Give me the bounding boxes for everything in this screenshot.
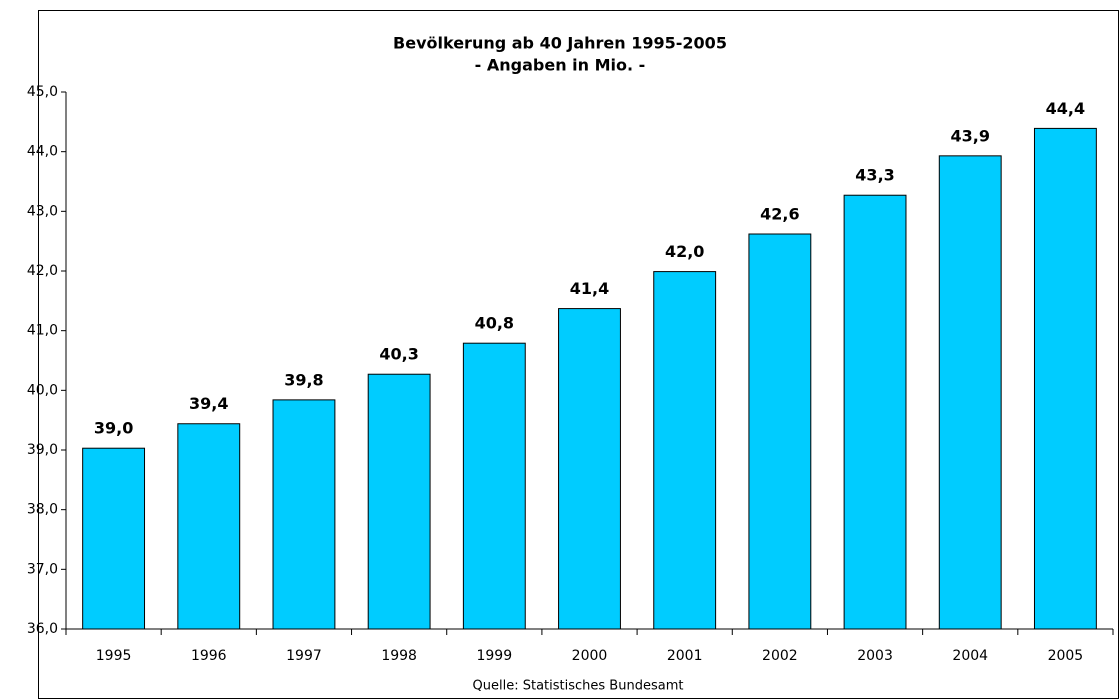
y-tick-label: 40,0 bbox=[27, 382, 58, 398]
y-tick-label: 39,0 bbox=[27, 442, 58, 458]
y-tick-label: 37,0 bbox=[27, 561, 58, 577]
bar bbox=[748, 233, 812, 630]
source-note: Quelle: Statistisches Bundesamt bbox=[473, 679, 684, 694]
y-tick-label: 42,0 bbox=[27, 263, 58, 279]
x-tick-label: 2004 bbox=[952, 648, 988, 664]
x-tick-label: 1996 bbox=[191, 648, 227, 664]
y-tick-label: 38,0 bbox=[27, 502, 58, 518]
x-tick-label: 2002 bbox=[762, 648, 798, 664]
data-label: 42,0 bbox=[665, 242, 704, 261]
y-tick-label: 36,0 bbox=[27, 621, 58, 637]
data-label: 42,6 bbox=[760, 205, 799, 224]
x-tick-label: 2000 bbox=[572, 648, 608, 664]
data-label: 44,4 bbox=[1046, 99, 1085, 118]
y-tick-label: 45,0 bbox=[27, 84, 58, 100]
chart-title: Bevölkerung ab 40 Jahren 1995-2005 bbox=[393, 34, 727, 53]
x-tick-label: 1999 bbox=[476, 648, 512, 664]
bar bbox=[653, 271, 717, 630]
data-label: 43,3 bbox=[855, 166, 894, 185]
x-tick-label: 1997 bbox=[286, 648, 322, 664]
bar bbox=[558, 308, 621, 630]
bar bbox=[367, 373, 431, 630]
bar bbox=[938, 155, 1002, 630]
bar bbox=[1033, 127, 1097, 630]
x-tick-label: 2001 bbox=[667, 648, 703, 664]
x-tick-label: 1998 bbox=[381, 648, 417, 664]
y-tick-label: 44,0 bbox=[27, 144, 58, 160]
x-tick-label: 1995 bbox=[96, 648, 132, 664]
bar bbox=[462, 342, 526, 630]
data-label: 43,9 bbox=[950, 126, 989, 145]
bar bbox=[843, 194, 907, 630]
chart-subtitle: - Angaben in Mio. - bbox=[475, 56, 646, 75]
bar bbox=[82, 447, 146, 630]
x-tick-label: 2003 bbox=[857, 648, 893, 664]
data-label: 40,8 bbox=[475, 314, 514, 333]
bar bbox=[272, 399, 336, 630]
y-tick-label: 43,0 bbox=[27, 203, 58, 219]
data-label: 39,0 bbox=[94, 419, 133, 438]
data-label: 40,3 bbox=[379, 345, 418, 364]
data-label: 39,4 bbox=[189, 394, 228, 413]
data-label: 39,8 bbox=[284, 370, 323, 389]
y-tick-label: 41,0 bbox=[27, 323, 58, 339]
data-label: 41,4 bbox=[570, 279, 609, 298]
x-tick-label: 2005 bbox=[1048, 648, 1084, 664]
bar bbox=[177, 423, 241, 630]
